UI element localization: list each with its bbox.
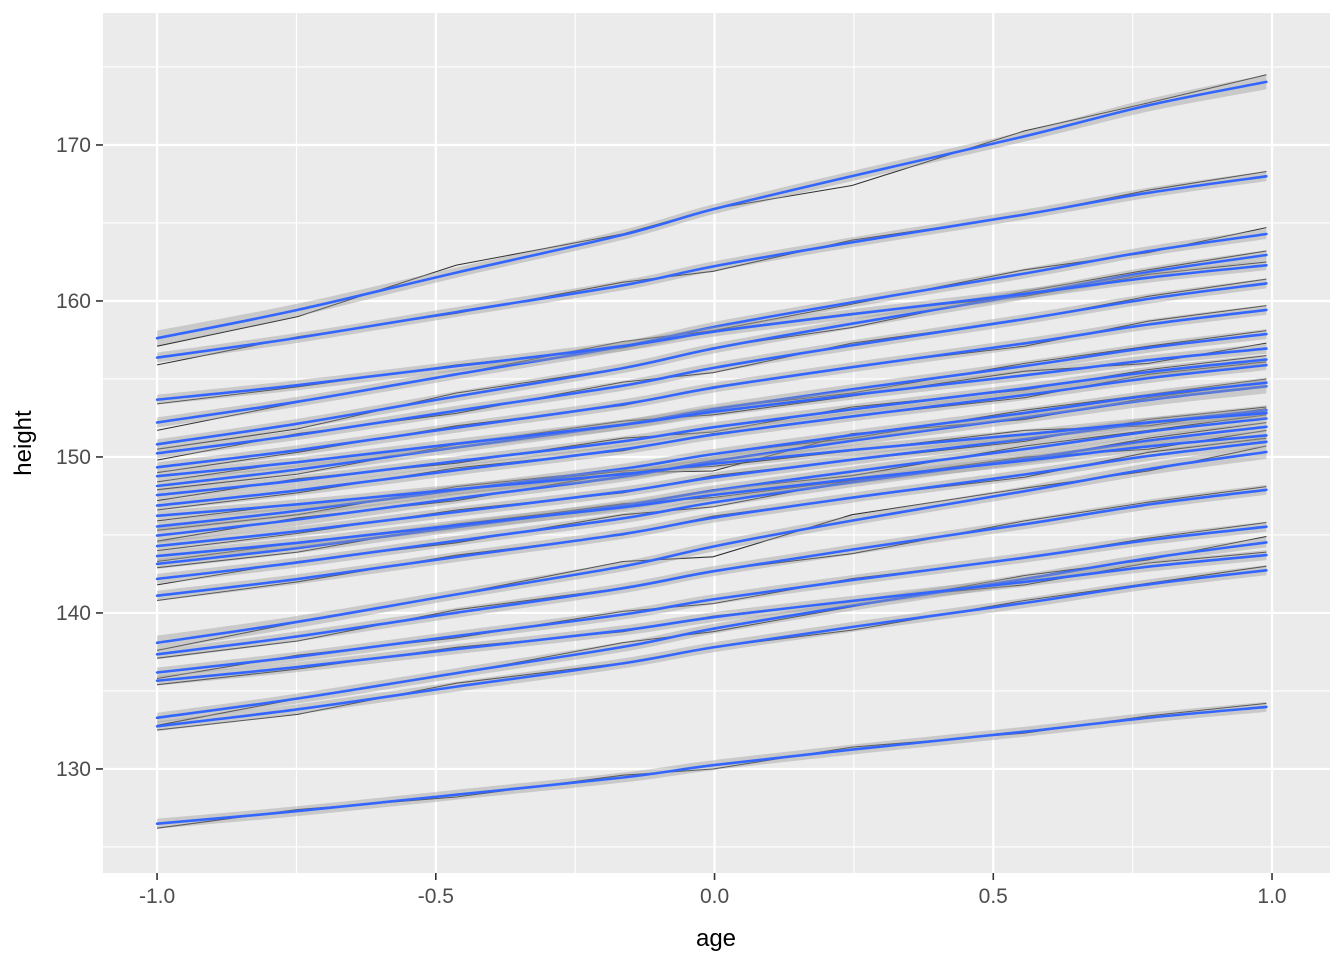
smooth-line-boy-21 (155, 282, 1268, 455)
smooth-line-boy-07 (155, 450, 1268, 645)
smooth-line-boy-12 (155, 409, 1268, 548)
smooth-line-boy-17 (155, 358, 1268, 497)
smooth-layer (155, 74, 1268, 829)
smooth-line-boy-06 (155, 488, 1268, 656)
plot-layers: -1.0 -0.5 0.0 0.5 1.0 130 140 150 160 170 (56, 13, 1330, 908)
smooth-line-boy-01 (155, 705, 1268, 825)
smooth-line-boy-18 (155, 332, 1268, 488)
x-axis-title: age (696, 925, 736, 952)
x-tick-label: -1.0 (139, 885, 175, 908)
y-axis-title: height (10, 410, 37, 476)
smooth-line-boy-09 (155, 425, 1268, 581)
smooth-line-boy-03 (155, 541, 1268, 720)
x-tick-label: -0.5 (418, 885, 454, 908)
smooth-line-boy-25 (155, 175, 1268, 359)
smooth-line-boy-23 (155, 232, 1268, 424)
smooth-line-boy-02 (155, 569, 1268, 728)
smooth-line-boy-14 (155, 381, 1268, 528)
y-tick-label: 130 (56, 758, 91, 781)
smooth-line-boy-05 (155, 525, 1268, 674)
x-tick-label: 0.0 (700, 885, 729, 908)
smooth-line-boy-11 (155, 434, 1268, 558)
smooth-line-boy-26 (155, 80, 1268, 340)
x-tick-label: 0.5 (979, 885, 1008, 908)
y-tick-label: 140 (56, 602, 91, 625)
smooth-line-boy-10 (155, 417, 1268, 566)
x-tick-label: 1.0 (1257, 885, 1286, 908)
y-tick-label: 150 (56, 446, 91, 469)
smooth-line-boy-24 (155, 264, 1268, 401)
smooth-line-boy-22 (155, 253, 1268, 446)
smooth-line-boy-15 (155, 411, 1268, 518)
y-tick-label: 170 (56, 134, 91, 157)
smooth-line-boy-16 (155, 363, 1268, 507)
smooth-line-boy-13 (155, 385, 1268, 537)
smooth-line-boy-08 (155, 440, 1268, 597)
smooth-line-boy-20 (155, 308, 1268, 469)
smooth-line-boy-19 (155, 347, 1268, 478)
y-tick-label: 160 (56, 290, 91, 313)
smooth-line-boy-04 (155, 553, 1268, 682)
